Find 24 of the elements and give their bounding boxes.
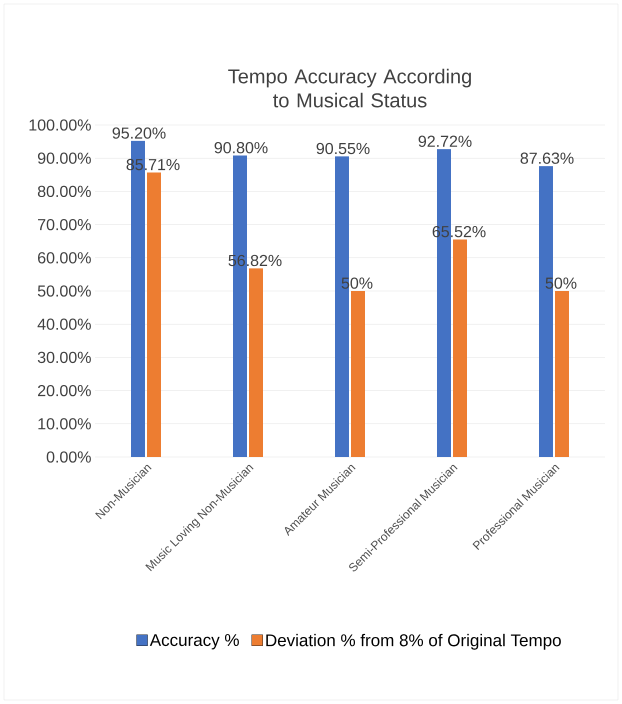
legend-label: Deviation % from 8% of Original Tempo	[266, 634, 561, 650]
bar	[147, 172, 161, 457]
y-tick-label: 60.00%	[38, 252, 91, 264]
data-label: 92.72%	[418, 136, 472, 147]
y-tick-label: 90.00%	[38, 152, 91, 164]
bar	[249, 268, 263, 457]
y-tick-label: 30.00%	[38, 352, 91, 364]
y-tick-label: 20.00%	[38, 384, 91, 396]
data-label: 90.55%	[316, 142, 370, 154]
bar	[453, 239, 467, 457]
y-tick-label: 40.00%	[38, 318, 91, 330]
data-label: 95.20%	[112, 127, 166, 139]
y-tick-label: 50.00%	[38, 285, 91, 297]
y-tick-label: 70.00%	[38, 218, 91, 230]
data-label: 90.80%	[214, 142, 268, 154]
data-label: 87.63%	[520, 152, 574, 164]
legend-label: Accuracy %	[150, 634, 239, 650]
bar	[554, 291, 569, 457]
y-tick-label: 0.00%	[46, 451, 91, 463]
chart-title: Tempo Accuracy According to Musical Status	[228, 68, 471, 108]
y-tick-label: 80.00%	[38, 186, 91, 198]
y-tick-label: 100.00%	[30, 119, 91, 131]
y-tick-label: 10.00%	[38, 418, 91, 430]
bar	[350, 291, 365, 457]
